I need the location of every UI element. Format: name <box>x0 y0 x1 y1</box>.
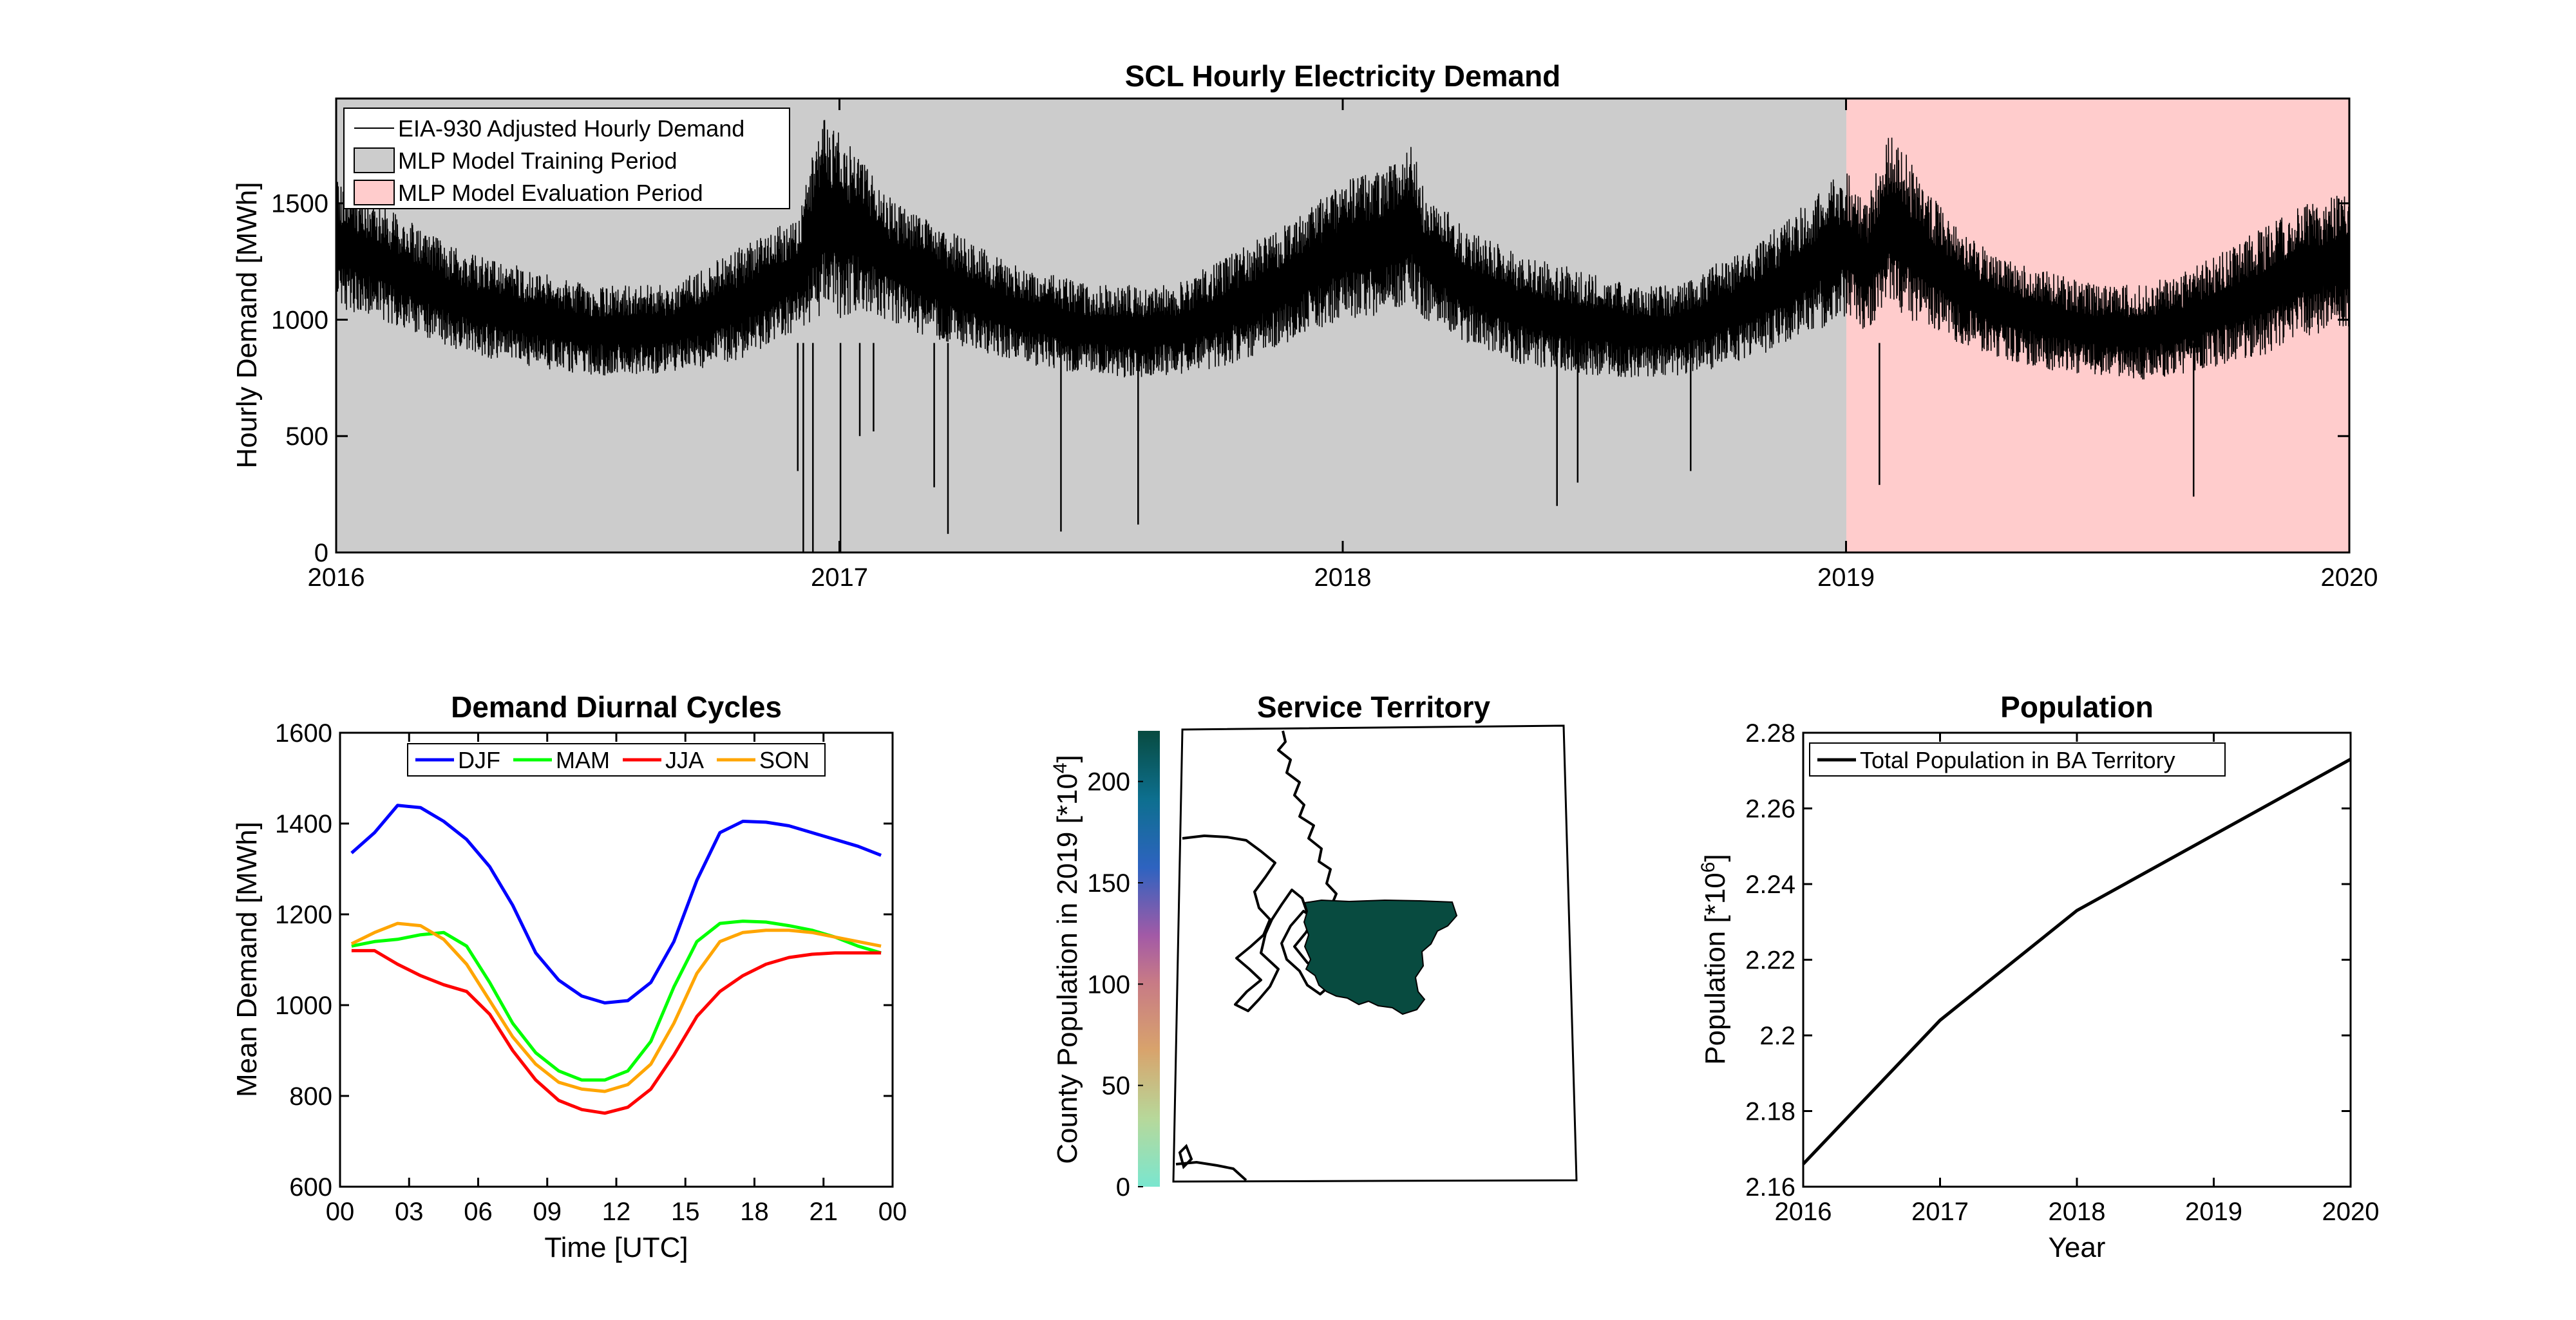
population-legend: Total Population in BA Territory <box>1809 742 2226 777</box>
coastline <box>1182 730 1338 1012</box>
x-tick-label: 2020 <box>2322 1198 2380 1226</box>
legend-swatch-evaluation <box>354 180 395 205</box>
x-tick-label: 15 <box>671 1198 700 1226</box>
y-tick-label: 1400 <box>275 810 332 838</box>
x-tick-label: 2016 <box>308 563 365 592</box>
demand-chart-title: SCL Hourly Electricity Demand <box>1125 59 1561 93</box>
x-tick-label: 00 <box>326 1198 355 1226</box>
y-tick-label: 2.28 <box>1745 719 1795 748</box>
x-tick-label: 06 <box>464 1198 493 1226</box>
legend-label-training: MLP Model Training Period <box>398 147 677 174</box>
series-line-jja <box>351 948 882 1115</box>
y-tick-label: 2.2 <box>1759 1022 1795 1050</box>
colorbar-ticks: 0 50 100 150 200 <box>1087 768 1143 1202</box>
coastline-south <box>1175 1160 1247 1182</box>
diurnal-series <box>350 804 882 1115</box>
x-tick-label: 2018 <box>2049 1198 2106 1226</box>
legend-label-son: SON <box>759 747 810 773</box>
population-panel: 2016 2017 2018 2019 2020 2.16 2.18 2.2 2.22 2.24… <box>1698 690 2380 1263</box>
demand-legend-box <box>343 108 790 209</box>
y-tick-label: 1000 <box>275 992 332 1020</box>
diurnal-x-axis-label: Time [UTC] <box>544 1232 688 1263</box>
island-outline-small <box>1178 1144 1193 1169</box>
x-tick-label: 2017 <box>811 563 868 592</box>
y-tick-label: 600 <box>289 1173 332 1202</box>
diurnal-y-axis-label: Mean Demand [MWh] <box>231 822 263 1097</box>
x-tick-label: 2018 <box>1314 563 1372 592</box>
y-tick-label: 2.22 <box>1745 947 1795 975</box>
demand-y-ticks: 0 500 1000 1500 <box>271 190 2349 567</box>
population-line <box>1802 757 2352 1165</box>
y-tick-label: 1200 <box>275 901 332 929</box>
x-tick-label: 00 <box>878 1198 907 1226</box>
population-series <box>1802 757 2352 1165</box>
colorbar-tick-label: 200 <box>1087 768 1130 797</box>
series-line-son <box>350 921 882 1093</box>
y-tick-label: 1500 <box>271 190 328 218</box>
x-tick-label: 2020 <box>2321 563 2378 592</box>
colorbar-label: County Population in 2019 [*104] <box>1050 755 1084 1164</box>
legend-label-evaluation: MLP Model Evaluation Period <box>398 180 703 206</box>
population-y-axis-label: Population [*106] <box>1698 854 1732 1064</box>
colorbar-tick-label: 0 <box>1116 1173 1130 1202</box>
population-colorbar <box>1138 731 1160 1187</box>
legend-label-mam: MAM <box>556 747 610 773</box>
diurnal-x-ticks: 00 03 06 09 12 15 18 21 00 <box>326 733 907 1226</box>
y-tick-label: 2.26 <box>1745 795 1795 824</box>
demand-series <box>336 120 2349 552</box>
y-tick-label: 2.16 <box>1745 1173 1795 1202</box>
y-tick-label: 1600 <box>275 719 332 748</box>
x-tick-label: 2019 <box>1817 563 1875 592</box>
population-y-ticks: 2.16 2.18 2.2 2.22 2.24 2.26 2.28 <box>1745 719 2351 1202</box>
legend-label-demand: EIA-930 Adjusted Hourly Demand <box>398 115 744 142</box>
diurnal-chart-title: Demand Diurnal Cycles <box>451 690 782 724</box>
series-line-djf <box>350 804 882 1004</box>
colorbar-tick-label: 100 <box>1087 970 1130 999</box>
x-tick-label: 2016 <box>1775 1198 1832 1226</box>
diurnal-axes-box <box>339 731 894 1188</box>
population-axes-box <box>1802 731 2352 1188</box>
service-territory-panel: Service Territory 0 50 100 150 200 County Po… <box>1050 690 1578 1202</box>
y-tick-label: 0 <box>314 539 328 567</box>
legend-label-population: Total Population in BA Territory <box>1860 747 2175 773</box>
x-tick-label: 21 <box>810 1198 838 1226</box>
hourly-demand-panel: 2016 2017 2018 2019 2020 0 500 1000 1500 SCL Ho… <box>231 59 2378 592</box>
legend-label-jja: JJA <box>665 747 704 773</box>
x-tick-label: 03 <box>395 1198 424 1226</box>
demand-x-ticks: 2016 2017 2018 2019 2020 <box>308 99 2378 592</box>
legend-label-djf: DJF <box>458 747 500 773</box>
demand-trace <box>336 120 2349 380</box>
diurnal-legend: DJF MAM JJA SON <box>407 743 826 777</box>
population-legend-box <box>1809 742 2226 777</box>
colorbar-tick-label: 50 <box>1102 1072 1131 1100</box>
x-tick-label: 18 <box>740 1198 769 1226</box>
demand-y-axis-label: Hourly Demand [MWh] <box>231 182 263 468</box>
demand-legend: EIA-930 Adjusted Hourly Demand MLP Model… <box>343 108 790 209</box>
y-tick-label: 2.24 <box>1745 871 1795 899</box>
legend-swatch-training <box>354 147 395 173</box>
diurnal-y-ticks: 600 800 1000 1200 1400 1600 <box>275 719 893 1202</box>
population-x-axis-label: Year <box>2049 1232 2106 1263</box>
y-tick-label: 2.18 <box>1745 1098 1795 1126</box>
x-tick-label: 09 <box>533 1198 562 1226</box>
y-tick-label: 500 <box>285 422 328 451</box>
series-line-mam <box>351 919 882 1082</box>
service-territory-region <box>1303 899 1458 1015</box>
x-tick-label: 2017 <box>1911 1198 1969 1226</box>
territory-chart-title: Service Territory <box>1257 690 1491 724</box>
population-x-ticks: 2016 2017 2018 2019 2020 <box>1775 733 2380 1226</box>
diurnal-cycles-panel: 00 03 06 09 12 15 18 21 00 600 800 1000 1200 1400 160… <box>231 690 907 1263</box>
x-tick-label: 2019 <box>2185 1198 2242 1226</box>
x-tick-label: 12 <box>602 1198 631 1226</box>
y-tick-label: 1000 <box>271 306 328 334</box>
population-chart-title: Population <box>2000 690 2154 724</box>
colorbar-tick-label: 150 <box>1087 869 1130 898</box>
y-tick-label: 800 <box>289 1082 332 1111</box>
